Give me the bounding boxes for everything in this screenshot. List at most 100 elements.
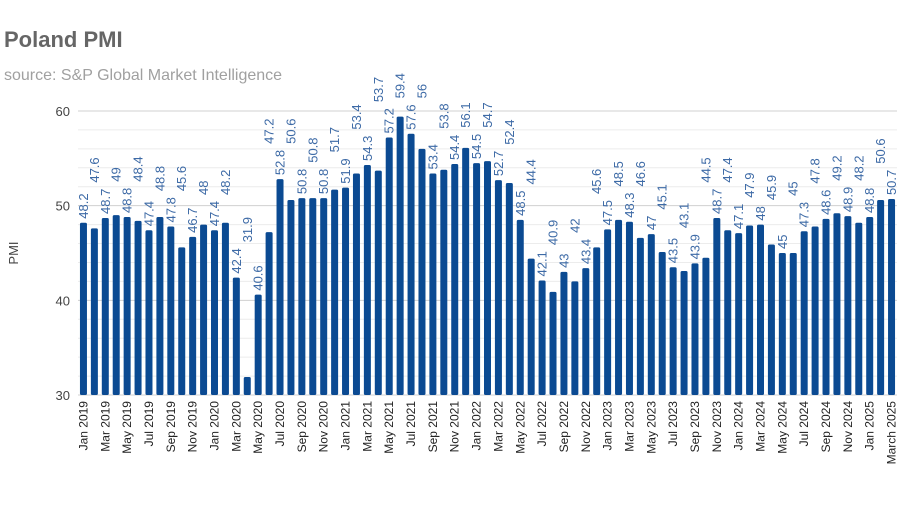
data-label: 52.4 [502, 119, 517, 144]
bar [232, 277, 240, 395]
data-label: 48 [196, 180, 211, 194]
x-tick-label: Mar 2023 [622, 401, 636, 452]
bar [582, 268, 590, 395]
data-label: 45 [775, 235, 790, 249]
data-label: 54.7 [480, 102, 495, 127]
data-label: 59.4 [393, 73, 408, 98]
data-label: 45.6 [589, 169, 604, 194]
bar [516, 219, 524, 395]
data-label: 47.8 [808, 158, 823, 183]
bar [254, 294, 262, 395]
bar [702, 257, 710, 395]
bar [724, 230, 732, 395]
bar [713, 217, 721, 395]
bar [243, 377, 251, 395]
data-label: 48.7 [709, 189, 724, 214]
x-tick-label: Mar 2022 [491, 401, 505, 452]
bar [396, 116, 404, 396]
bar [352, 173, 360, 395]
x-tick-label: Nov 2021 [448, 401, 462, 453]
x-tick-label: Jul 2022 [535, 401, 549, 447]
x-tick-label: Sep 2020 [295, 401, 309, 453]
bar [615, 219, 623, 395]
bar [90, 228, 98, 395]
data-label: 47.9 [742, 172, 757, 197]
bar [473, 163, 481, 395]
bar [418, 148, 426, 395]
x-tick-label: Jul 2024 [797, 401, 811, 447]
bar [560, 271, 568, 395]
data-label: 42.4 [229, 248, 244, 273]
x-tick-label: Jul 2019 [142, 401, 156, 447]
x-tick-label: Sep 2023 [688, 401, 702, 453]
x-tick-label: May 2022 [513, 401, 527, 454]
data-label: 43.4 [578, 239, 593, 264]
bar [200, 224, 208, 395]
data-label: 51.9 [338, 158, 353, 183]
bar [855, 222, 863, 395]
bar [363, 164, 371, 395]
bar [811, 226, 819, 395]
data-label: 47.6 [87, 157, 102, 182]
data-label: 48.8 [152, 166, 167, 191]
data-label: 53.4 [425, 144, 440, 169]
data-label: 53.4 [349, 104, 364, 129]
bar [800, 231, 808, 395]
bar [658, 252, 666, 395]
x-tick-label: Jan 2024 [732, 401, 746, 451]
x-tick-label: Mar 2024 [754, 401, 768, 452]
data-label: 48 [753, 206, 768, 220]
x-tick-label: Jan 2020 [208, 401, 222, 451]
x-tick-label: Nov 2023 [710, 401, 724, 453]
data-label: 47.4 [207, 201, 222, 226]
data-label: 48.3 [622, 192, 637, 217]
data-label: 43 [556, 253, 571, 267]
data-label: 47.2 [262, 119, 277, 144]
data-label: 48.4 [131, 156, 146, 181]
bar [571, 281, 579, 395]
data-label: 48.5 [611, 161, 626, 186]
x-tick-label: Nov 2022 [579, 401, 593, 453]
x-tick-label: Jan 2022 [470, 401, 484, 451]
data-label: 45.9 [764, 175, 779, 200]
bar [374, 170, 382, 395]
bar [647, 234, 655, 395]
bar [669, 267, 677, 395]
bar [844, 216, 852, 395]
data-label: 50.8 [316, 169, 331, 194]
data-label: 47.4 [720, 157, 735, 182]
bar [462, 147, 470, 395]
data-label: 45 [786, 181, 801, 195]
data-label: 45.6 [174, 166, 189, 191]
data-label: 42 [567, 218, 582, 232]
bar [549, 291, 557, 395]
data-label: 40.6 [251, 265, 266, 290]
data-label: 51.7 [327, 127, 342, 152]
data-label: 49 [109, 167, 124, 181]
data-label: 50.7 [884, 170, 899, 195]
bar [189, 236, 197, 395]
bar [123, 217, 131, 395]
data-label: 54.4 [447, 135, 462, 160]
data-label: 57.6 [404, 104, 419, 129]
data-label: 47.4 [141, 201, 156, 226]
data-label: 48.2 [851, 155, 866, 180]
bar [101, 217, 109, 395]
x-tick-label: May 2021 [382, 401, 396, 454]
data-label: 57.2 [382, 108, 397, 133]
bar [625, 221, 633, 395]
bar [331, 189, 339, 395]
data-label: 56 [414, 84, 429, 98]
y-tick-label: 30 [56, 388, 70, 403]
data-label: 45.1 [655, 184, 670, 209]
data-label: 48.8 [862, 188, 877, 213]
bar [287, 199, 295, 395]
x-tick-label: Mar 2021 [360, 401, 374, 452]
x-tick-label: Jan 2019 [76, 401, 90, 451]
x-tick-label: Mar 2019 [98, 401, 112, 452]
bar [112, 215, 120, 395]
x-tick-label: Sep 2024 [819, 401, 833, 453]
data-label: 48.7 [98, 189, 113, 214]
data-label: 44.4 [524, 159, 539, 184]
bar [757, 224, 764, 395]
